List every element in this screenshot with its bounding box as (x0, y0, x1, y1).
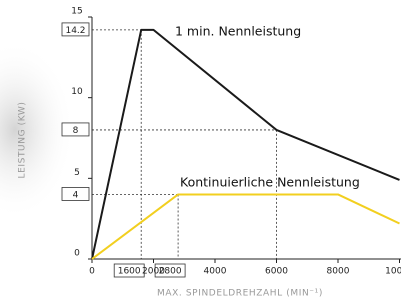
y-tick-label: 5 (74, 168, 80, 178)
page: {"chart_data": {"type": "line", "xlabel"… (0, 0, 401, 302)
x-tick-label: 10000 (385, 267, 401, 277)
x-tick-label: 6000 (265, 267, 288, 277)
y-tick-label: 0 (74, 249, 80, 259)
y-tick-label: 10 (71, 87, 83, 97)
y-marker-label: 14.2 (65, 26, 85, 36)
x-marker-label: 1600 (118, 267, 141, 277)
x-axis-title: MAX. SPINDELDREHZAHL (MIN⁻¹) (157, 289, 323, 299)
y-marker-label: 8 (73, 126, 79, 136)
x-tick-label: 8000 (327, 267, 350, 277)
y-tick-label: 15 (71, 7, 82, 17)
x-tick-label: 4000 (204, 267, 227, 277)
x-tick-label: 0 (89, 267, 95, 277)
chart: MAX. SPINDELDREHZAHL (MIN⁻¹) LEISTUNG (K… (0, 0, 401, 302)
series-label: Kontinuierliche Nennleistung (180, 175, 360, 190)
x-tick-label: 2000 (142, 267, 165, 277)
series-label: 1 min. Nennleistung (175, 24, 301, 39)
y-axis-title: LEISTUNG (KW) (18, 101, 28, 178)
y-marker-label: 4 (73, 190, 79, 200)
series-line (92, 194, 400, 259)
